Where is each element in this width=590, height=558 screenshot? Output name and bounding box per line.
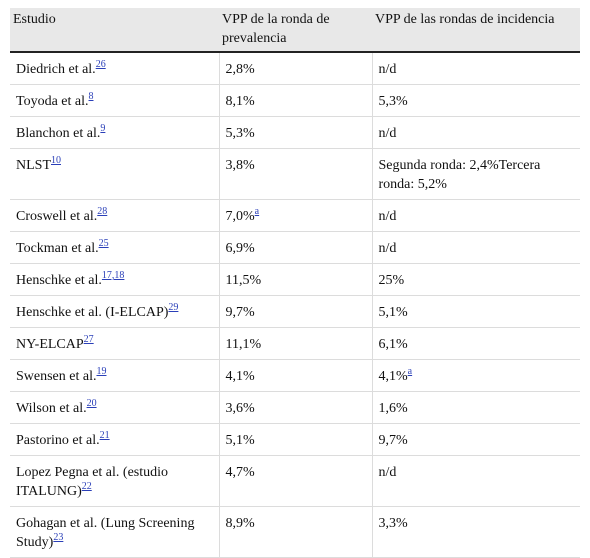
- reference-link[interactable]: 29: [168, 302, 179, 313]
- study-name: Croswell et al.: [16, 209, 98, 224]
- prevalence-cell: 8,9%: [219, 506, 373, 558]
- reference-link[interactable]: 25: [98, 238, 109, 249]
- prevalence-cell: 2,8%: [219, 52, 373, 85]
- table-row: NLST10 3,8% Segunda ronda: 2,4%Tercera r…: [10, 148, 580, 200]
- prevalence-value: 7,0%: [225, 209, 255, 224]
- prevalence-cell: 9,7%: [219, 295, 373, 328]
- table-row: Toyoda et al.8 8,1% 5,3%: [10, 84, 580, 117]
- reference-link[interactable]: 19: [96, 366, 107, 377]
- study-cell: Swensen et al.19: [10, 359, 220, 392]
- table-row: Blanchon et al.9 5,3% n/d: [10, 116, 580, 149]
- footnote-link[interactable]: a: [254, 206, 260, 217]
- table-row: Lopez Pegna et al. (estudio ITALUNG)22 4…: [10, 455, 580, 507]
- study-cell: Tockman et al.25: [10, 231, 220, 264]
- study-cell: Lopez Pegna et al. (estudio ITALUNG)22: [10, 455, 220, 507]
- table-row: Gohagan et al. (Lung Screening Study)23 …: [10, 506, 580, 558]
- incidence-cell: 3,3%: [372, 506, 580, 558]
- study-cell: Diedrich et al.26: [10, 52, 220, 85]
- study-name: Henschke et al. (I-ELCAP): [16, 305, 169, 320]
- incidence-cell: 5,1%: [372, 295, 580, 328]
- reference-link[interactable]: 27: [83, 334, 94, 345]
- study-name: Blanchon et al.: [16, 126, 101, 141]
- results-table: Estudio VPP de la ronda de prevalencia V…: [10, 8, 580, 558]
- study-name: NY-ELCAP: [16, 337, 84, 352]
- footnote-link[interactable]: a: [407, 366, 413, 377]
- study-cell: NLST10: [10, 148, 220, 200]
- reference-link[interactable]: 26: [95, 59, 106, 70]
- header-incidencia: VPP de las rondas de incidencia: [372, 8, 580, 53]
- reference-link[interactable]: 20: [86, 398, 97, 409]
- table-row: Diedrich et al.26 2,8% n/d: [10, 52, 580, 85]
- reference-link[interactable]: 9: [100, 123, 106, 134]
- study-name: Pastorino et al.: [16, 433, 100, 448]
- reference-link[interactable]: 28: [97, 206, 108, 217]
- table-row: Henschke et al.17,18 11,5% 25%: [10, 263, 580, 296]
- incidence-cell: n/d: [372, 52, 580, 85]
- table-row: Tockman et al.25 6,9% n/d: [10, 231, 580, 264]
- study-cell: Wilson et al.20: [10, 391, 220, 424]
- study-name: Lopez Pegna et al. (estudio ITALUNG): [16, 465, 169, 499]
- header-prevalencia: VPP de la ronda de prevalencia: [219, 8, 372, 53]
- table-row: Swensen et al.19 4,1% 4,1%a: [10, 359, 580, 392]
- prevalence-cell: 7,0%a: [219, 199, 373, 232]
- study-name: Tockman et al.: [16, 241, 99, 256]
- study-cell: Toyoda et al.8: [10, 84, 220, 117]
- study-cell: Henschke et al. (I-ELCAP)29: [10, 295, 220, 328]
- study-name: Henschke et al.: [16, 273, 102, 288]
- study-cell: NY-ELCAP27: [10, 327, 220, 360]
- prevalence-cell: 4,7%: [219, 455, 373, 507]
- incidence-cell: n/d: [372, 455, 580, 507]
- study-cell: Gohagan et al. (Lung Screening Study)23: [10, 506, 220, 558]
- incidence-cell: 5,3%: [372, 84, 580, 117]
- study-cell: Blanchon et al.9: [10, 116, 220, 149]
- incidence-cell: 25%: [372, 263, 580, 296]
- prevalence-cell: 3,6%: [219, 391, 373, 424]
- study-cell: Pastorino et al.21: [10, 423, 220, 456]
- table-row: NY-ELCAP27 11,1% 6,1%: [10, 327, 580, 360]
- reference-link[interactable]: 23: [53, 532, 64, 543]
- reference-link[interactable]: 10: [51, 155, 61, 166]
- prevalence-cell: 5,1%: [219, 423, 373, 456]
- incidence-value: 4,1%: [378, 369, 408, 384]
- incidence-cell: 1,6%: [372, 391, 580, 424]
- study-name: Wilson et al.: [16, 401, 87, 416]
- table-row: Pastorino et al.21 5,1% 9,7%: [10, 423, 580, 456]
- study-name: Toyoda et al.: [16, 94, 89, 109]
- incidence-cell: Segunda ronda: 2,4%Tercera ronda: 5,2%: [372, 148, 580, 200]
- reference-link[interactable]: 17,18: [101, 270, 125, 281]
- study-name: NLST: [16, 158, 51, 173]
- incidence-cell: 6,1%: [372, 327, 580, 360]
- prevalence-cell: 11,1%: [219, 327, 373, 360]
- study-name: Gohagan et al. (Lung Screening Study): [16, 516, 195, 550]
- header-row: Estudio VPP de la ronda de prevalencia V…: [10, 8, 580, 53]
- prevalence-cell: 6,9%: [219, 231, 373, 264]
- study-name: Swensen et al.: [16, 369, 97, 384]
- table-row: Croswell et al.28 7,0%a n/d: [10, 199, 580, 232]
- header-estudio: Estudio: [10, 8, 219, 53]
- prevalence-cell: 11,5%: [219, 263, 373, 296]
- incidence-cell: n/d: [372, 199, 580, 232]
- prevalence-cell: 8,1%: [219, 84, 373, 117]
- study-cell: Henschke et al.17,18: [10, 263, 220, 296]
- incidence-cell: 9,7%: [372, 423, 580, 456]
- study-name: Diedrich et al.: [16, 62, 96, 77]
- incidence-cell: n/d: [372, 116, 580, 149]
- prevalence-cell: 5,3%: [219, 116, 373, 149]
- study-cell: Croswell et al.28: [10, 199, 220, 232]
- reference-link[interactable]: 21: [99, 430, 110, 441]
- prevalence-cell: 3,8%: [219, 148, 373, 200]
- reference-link[interactable]: 22: [81, 481, 92, 492]
- reference-link[interactable]: 8: [88, 91, 94, 102]
- prevalence-cell: 4,1%: [219, 359, 373, 392]
- table-row: Henschke et al. (I-ELCAP)29 9,7% 5,1%: [10, 295, 580, 328]
- table-row: Wilson et al.20 3,6% 1,6%: [10, 391, 580, 424]
- incidence-cell: n/d: [372, 231, 580, 264]
- incidence-cell: 4,1%a: [372, 359, 580, 392]
